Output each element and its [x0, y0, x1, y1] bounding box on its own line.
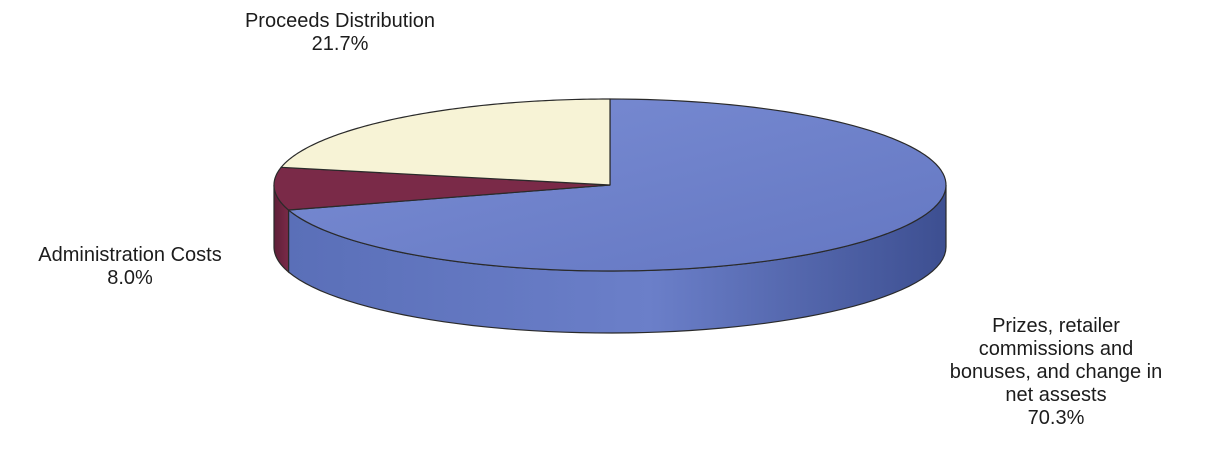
label-prizes-line-2: commissions and — [978, 338, 1134, 360]
label-admin-value: 8.0% — [107, 267, 153, 289]
label-administration-costs: Administration Costs 8.0% — [10, 244, 250, 290]
pie-tops — [273, 98, 947, 272]
label-prizes-line-1: Prizes, retailer — [992, 315, 1120, 337]
label-proceeds-value: 21.7% — [311, 33, 369, 55]
label-proceeds-name: Proceeds Distribution — [244, 10, 436, 32]
pie-slice-proceeds — [280, 98, 611, 186]
label-prizes-value: 70.3% — [1027, 407, 1085, 429]
pie-slice-prizes — [287, 98, 947, 272]
label-admin-name: Administration Costs — [38, 244, 222, 266]
label-prizes-line-3: bonuses, and change in — [949, 361, 1163, 383]
label-proceeds-distribution: Proceeds Distribution 21.7% — [230, 10, 450, 56]
label-prizes-line-4: net assests — [1005, 384, 1107, 406]
label-prizes-retailer: Prizes, retailer commissions and bonuses… — [921, 315, 1191, 430]
pie-slice-admin — [273, 166, 611, 211]
